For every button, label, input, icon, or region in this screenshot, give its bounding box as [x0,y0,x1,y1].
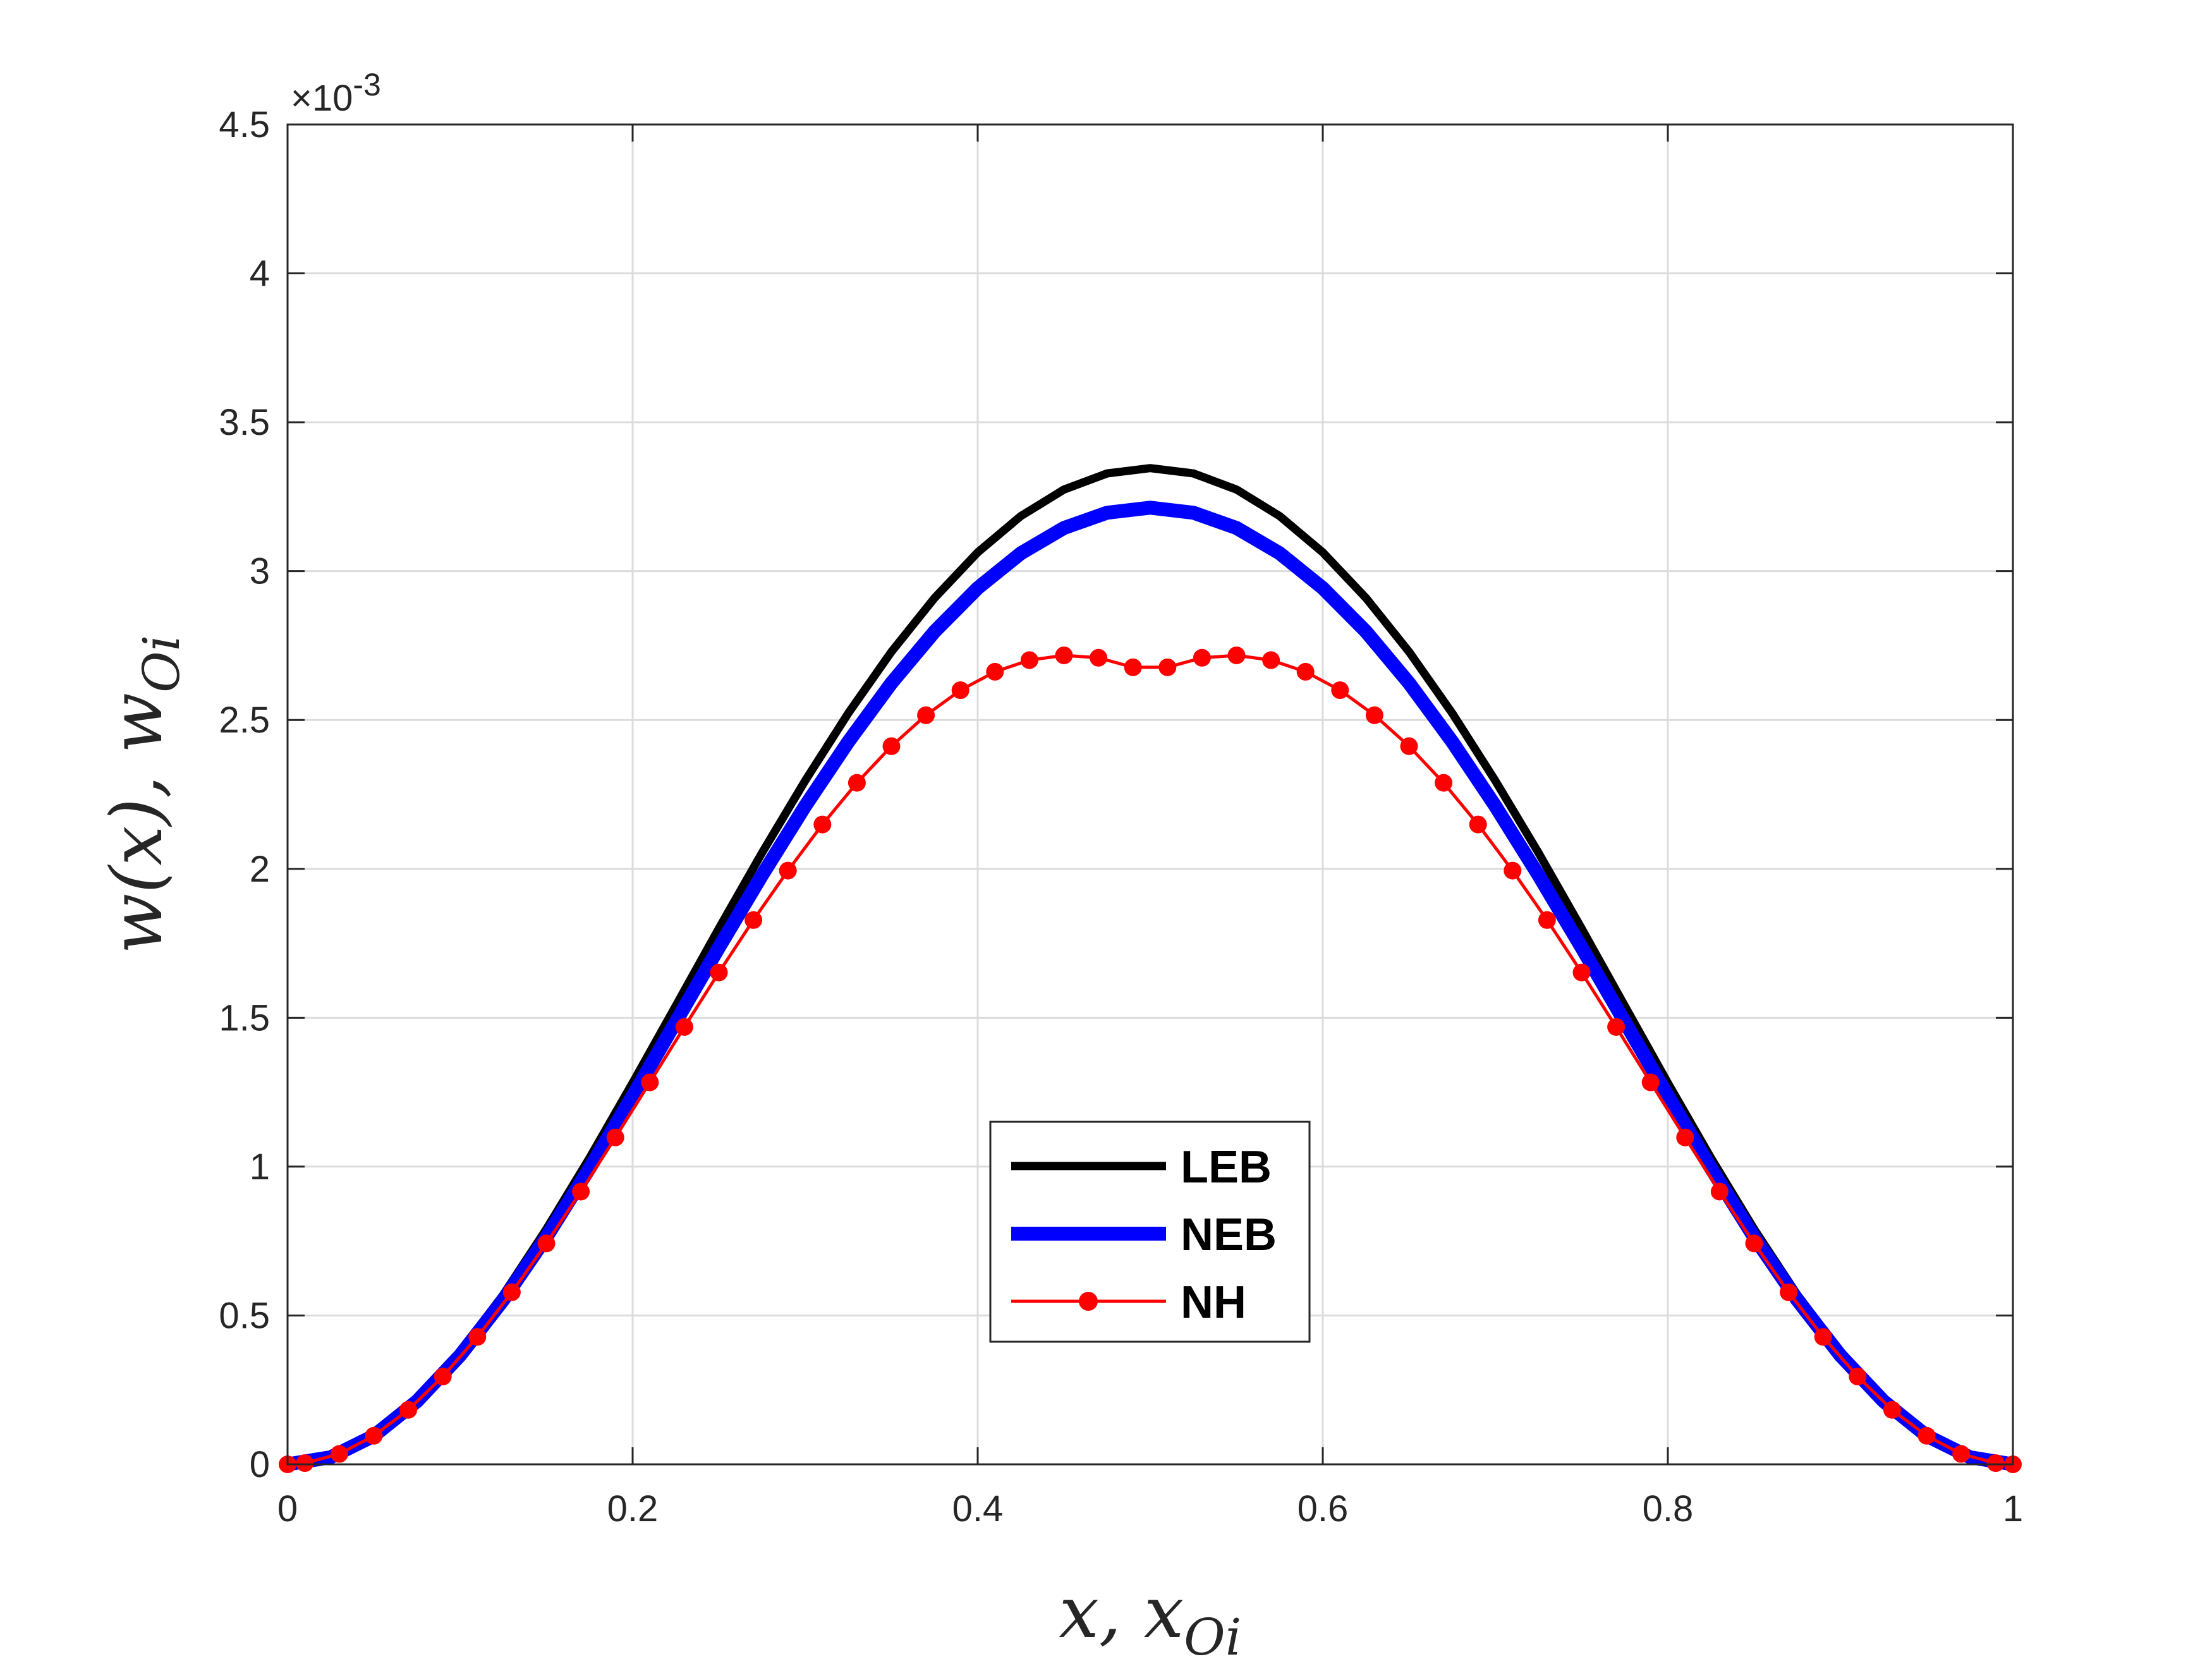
series-nh-point [1124,658,1142,676]
x-tick-label: 0 [277,1488,298,1529]
series-nh-point [1641,1073,1660,1091]
series-nh-point [1020,651,1038,669]
legend-leb-label: LEB [1181,1142,1272,1193]
series-nh-point [1986,1454,2005,1473]
y-tick-labels: 0 0.5 1 1.5 2 2.5 3 3.5 4 4.5 [219,104,270,1485]
series-nh-point [779,861,797,880]
x-axis-title: x, xOi [1059,1572,1242,1659]
legend: LEB NEB NH [989,1121,1311,1343]
y-tick-label: 0.5 [219,1295,270,1336]
series-nh-point [1883,1401,1901,1419]
series-nh-point [1676,1128,1694,1146]
series-nh-point [1504,861,1522,880]
series-nh-point [1158,658,1177,676]
y-tick-label: 3.5 [219,402,270,443]
series-nh-point [1193,648,1211,667]
series-nh-point [1814,1328,1832,1346]
x-tick-label: 1 [2003,1488,2023,1529]
series-nh-point [813,815,832,834]
y-tick-label: 1.5 [219,997,270,1038]
series-nh-point [710,963,728,981]
series-nh-point [1917,1426,1936,1445]
x-tick-label: 0.6 [1297,1488,1349,1529]
series-nh-point [986,662,1004,681]
series-nh-point [502,1283,521,1301]
series-nh-point [1400,737,1418,755]
y-tick-label: 1 [250,1146,270,1188]
series-nh-point [399,1401,418,1419]
series-nh-point [1572,963,1591,981]
y-axis-title-main: w(x), w [96,693,178,954]
series-nh-point [572,1182,590,1201]
series-nh-point [1710,1182,1729,1201]
plot-frame [286,123,2014,1466]
series-nh-point [296,1454,314,1473]
series-nh-point [917,706,935,724]
series-nh-point [1745,1234,1763,1253]
y-tick-label: 2 [250,849,270,890]
series-nh-point [1469,815,1487,834]
series-layer [279,464,2022,1473]
x-axis-title-main: x, x [1059,1572,1184,1654]
series-nh-point [675,1018,693,1036]
y-axis-title-subscript: Oi [132,635,191,693]
series-nh-point [1365,706,1383,724]
legend-neb-label: NEB [1181,1210,1277,1260]
series-nh-point [1849,1368,1867,1386]
series-nh-point [951,681,969,700]
series-nh-point [1952,1445,1971,1463]
x-axis-title-subscript: Oi [1184,1608,1241,1659]
series-nh-point [606,1128,624,1146]
series-nh-line [286,653,2015,1466]
y-tick-label: 0 [250,1444,270,1485]
y-exponent-label: ×10-3 [291,67,381,119]
y-axis-title: w(x), wOi [96,635,191,954]
series-nh-point [882,737,901,755]
grid-lines [288,125,2013,1464]
series-nh-point [1607,1018,1626,1036]
series-nh-point [537,1234,556,1253]
axis-ticks [286,123,2014,1466]
series-nh-point [468,1328,487,1346]
series-nh-point [744,911,763,929]
y-tick-label: 4 [250,253,270,295]
series-nh-point [330,1445,348,1463]
legend-nh-label: NH [1181,1277,1246,1328]
series-nh-point [1296,662,1315,681]
x-tick-label: 0.4 [952,1488,1004,1529]
y-tick-label: 4.5 [219,104,270,145]
series-nh-point [1262,651,1280,669]
y-exponent-base: ×10 [291,78,353,119]
series-nh-point [365,1426,383,1445]
series-nh-point [641,1073,659,1091]
y-tick-label: 2.5 [219,700,270,741]
series-nh-point [1538,911,1556,929]
series-nh-point [1090,648,1108,667]
y-tick-label: 3 [250,551,270,592]
legend-nh-marker [1079,1292,1098,1311]
series-nh-point [1055,646,1073,664]
series-nh-point [1780,1283,1798,1301]
series-nh-point [1331,681,1349,700]
x-tick-label: 0.2 [607,1488,659,1529]
series-nh-point [848,774,866,792]
x-tick-labels: 0 0.2 0.4 0.6 0.8 1 [277,1488,2023,1529]
y-exponent-power: -3 [353,67,380,102]
series-nh-point [1435,774,1453,792]
series-nh-point [434,1368,452,1386]
series-nh-point [1227,646,1246,664]
x-tick-label: 0.8 [1643,1488,1694,1529]
